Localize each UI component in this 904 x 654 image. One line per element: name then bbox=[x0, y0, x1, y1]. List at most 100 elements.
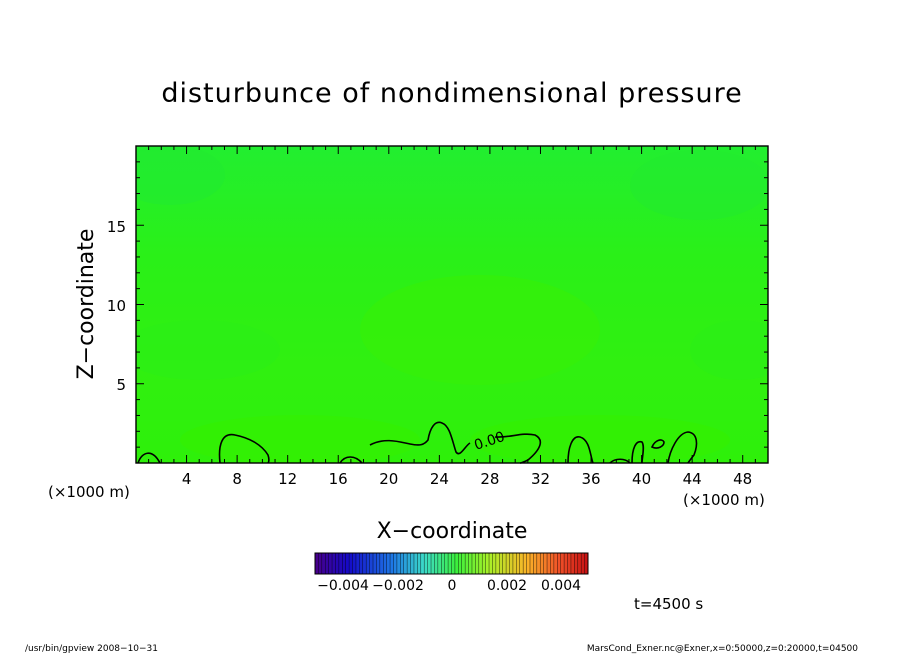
colorbar-tick-label: 0 bbox=[448, 578, 457, 594]
colorbar-band bbox=[471, 553, 476, 574]
x-tick-label: 32 bbox=[531, 470, 550, 488]
colorbar: −0.004 −0.002 0 0.002 0.004 bbox=[314, 552, 589, 594]
colorbar-band bbox=[410, 553, 415, 574]
colorbar-band bbox=[547, 553, 551, 574]
colorbar-band bbox=[584, 553, 589, 574]
field-patch bbox=[136, 146, 225, 205]
x-tick-label: 44 bbox=[683, 470, 702, 488]
colorbar-band bbox=[413, 553, 418, 574]
colorbar-band bbox=[557, 553, 561, 574]
x-tick-label: 16 bbox=[329, 470, 348, 488]
time-label: t=4500 s bbox=[634, 595, 703, 613]
colorbar-band bbox=[577, 553, 582, 574]
colorbar-bands bbox=[314, 553, 589, 574]
x-axis-label: X−coordinate bbox=[377, 519, 528, 544]
colorbar-band bbox=[318, 553, 323, 574]
colorbar-band bbox=[342, 553, 347, 574]
footer-left: /usr/bin/gpview 2008−10−31 bbox=[25, 644, 158, 654]
colorbar-frame bbox=[314, 552, 589, 575]
colorbar-band bbox=[475, 553, 480, 574]
colorbar-band bbox=[581, 553, 585, 574]
footer-right: MarsCond_Exner.nc@Exner,x=0:50000,z=0:20… bbox=[587, 644, 858, 654]
colorbar-band bbox=[478, 553, 483, 574]
colorbar-band bbox=[390, 553, 394, 574]
colorbar-tick-label: 0.002 bbox=[487, 578, 527, 594]
colorbar-band bbox=[338, 553, 343, 574]
x-tick-label: 12 bbox=[278, 470, 297, 488]
colorbar-band bbox=[543, 553, 548, 574]
colorbar-band bbox=[376, 553, 381, 574]
colorbar-band bbox=[553, 553, 558, 574]
colorbar-band bbox=[325, 553, 329, 574]
colorbar-band bbox=[349, 553, 353, 574]
colorbar-band bbox=[458, 553, 463, 574]
colorbar-band bbox=[523, 553, 527, 574]
colorbar-tick-label: 0.004 bbox=[541, 578, 581, 594]
colorbar-band bbox=[386, 553, 391, 574]
contour-line bbox=[218, 433, 270, 464]
colorbar-band bbox=[533, 553, 538, 574]
field-patch bbox=[360, 275, 600, 385]
contour-line bbox=[137, 452, 161, 464]
colorbar-band bbox=[516, 553, 521, 574]
zero-contours bbox=[137, 421, 698, 464]
contour-line bbox=[667, 431, 698, 464]
colorbar-tick-label: −0.004 bbox=[317, 578, 369, 594]
plot-area: 0.00 bbox=[135, 145, 769, 464]
field-patch bbox=[136, 320, 280, 380]
colorbar-band bbox=[519, 553, 524, 574]
colorbar-band bbox=[335, 553, 340, 574]
field-patch bbox=[630, 150, 768, 220]
colorbar-band bbox=[461, 553, 466, 574]
contour-line bbox=[567, 436, 594, 464]
y-axis-label: Z−coordinate bbox=[74, 229, 99, 380]
colorbar-band bbox=[383, 553, 387, 574]
x-tick-label: 36 bbox=[581, 470, 600, 488]
colorbar-band bbox=[495, 553, 500, 574]
colorbar-band bbox=[509, 553, 514, 574]
colorbar-band bbox=[550, 553, 555, 574]
colorbar-band bbox=[417, 553, 422, 574]
colorbar-band bbox=[444, 553, 449, 574]
x-tick-label: 4 bbox=[182, 470, 192, 488]
colorbar-band bbox=[574, 553, 579, 574]
colorbar-band bbox=[315, 553, 319, 574]
contour-line bbox=[369, 421, 471, 455]
contour-line bbox=[650, 439, 665, 449]
y-tick-label: 10 bbox=[107, 297, 126, 315]
x-unit-label-right: (×1000 m) bbox=[683, 491, 765, 509]
colorbar-band bbox=[492, 553, 497, 574]
field-patches bbox=[136, 146, 768, 463]
colorbar-band bbox=[396, 553, 401, 574]
colorbar-band bbox=[564, 553, 568, 574]
colorbar-band bbox=[468, 553, 473, 574]
y-tick-label: 15 bbox=[107, 218, 126, 236]
colorbar-band bbox=[431, 553, 435, 574]
colorbar-band bbox=[407, 553, 411, 574]
colorbar-band bbox=[451, 553, 456, 574]
x-tick-label: 20 bbox=[379, 470, 398, 488]
x-unit-label-left: (×1000 m) bbox=[48, 483, 130, 501]
colorbar-band bbox=[502, 553, 507, 574]
y-tick-label: 5 bbox=[116, 376, 126, 394]
colorbar-band bbox=[345, 553, 350, 574]
colorbar-band bbox=[448, 553, 452, 574]
colorbar-band bbox=[332, 553, 336, 574]
contour-line bbox=[631, 440, 645, 464]
contour-line bbox=[339, 456, 363, 464]
colorbar-band bbox=[512, 553, 517, 574]
colorbar-band bbox=[506, 553, 510, 574]
colorbar-band bbox=[369, 553, 374, 574]
axis-ticks bbox=[136, 146, 768, 463]
colorbar-band bbox=[437, 553, 442, 574]
colorbar-band bbox=[321, 553, 326, 574]
colorbar-band bbox=[441, 553, 445, 574]
colorbar-band bbox=[540, 553, 544, 574]
colorbar-band bbox=[570, 553, 575, 574]
colorbar-band bbox=[485, 553, 490, 574]
colorbar-band bbox=[424, 553, 428, 574]
colorbar-band bbox=[499, 553, 503, 574]
y-axis: 5 10 15 Z−coordinate bbox=[74, 218, 126, 394]
colorbar-band bbox=[355, 553, 360, 574]
